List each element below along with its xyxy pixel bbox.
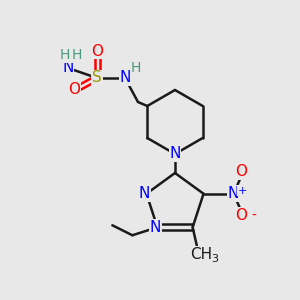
- Text: 3: 3: [211, 254, 218, 264]
- Text: N: N: [169, 146, 181, 161]
- Text: H: H: [60, 48, 70, 62]
- Text: N: N: [119, 70, 131, 86]
- Text: O: O: [68, 82, 80, 98]
- Text: O: O: [91, 44, 103, 59]
- Text: -: -: [251, 209, 256, 223]
- Text: +: +: [238, 186, 247, 196]
- Text: S: S: [92, 70, 102, 86]
- Text: CH: CH: [190, 247, 213, 262]
- Text: N: N: [62, 61, 74, 76]
- Text: N: N: [228, 186, 239, 201]
- Text: N: N: [150, 220, 161, 235]
- Text: O: O: [236, 208, 247, 223]
- Text: O: O: [236, 164, 247, 179]
- Text: H: H: [131, 61, 141, 75]
- Text: H: H: [72, 48, 82, 62]
- Text: N: N: [139, 186, 150, 201]
